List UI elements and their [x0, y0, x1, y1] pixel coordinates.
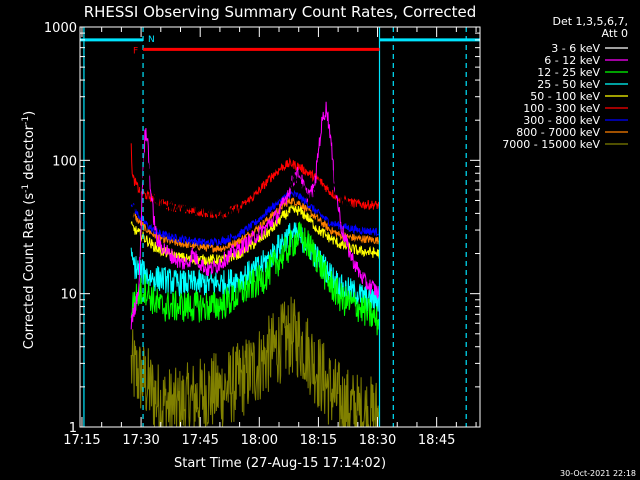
x-axis-label: Start Time (27-Aug-15 17:14:02) — [174, 456, 386, 471]
series-line-3 — [130, 221, 380, 427]
x-tick-label: 17:30 — [122, 433, 159, 448]
axes — [79, 26, 481, 428]
y-axis-ticks: 1 10 100 1000 — [44, 21, 480, 436]
x-tick-label: 17:15 — [63, 433, 100, 448]
y-axis-label-part1: Corrected Count Rate (s — [22, 193, 37, 350]
series-layer — [130, 101, 380, 427]
series-line-9 — [130, 296, 380, 427]
y-tick-label: 10 — [60, 288, 77, 303]
legend-label: 300 - 800 keV — [523, 114, 600, 127]
x-tick-label: 17:45 — [181, 433, 218, 448]
y-tick-label: 1 — [69, 421, 77, 436]
legend-label: 25 - 50 keV — [537, 78, 600, 91]
y-axis-label: Corrected Count Rate (s-1 detector-1) — [21, 111, 37, 349]
legend-label: 50 - 100 keV — [530, 90, 600, 103]
legend-header-line2: Att 0 — [602, 27, 628, 40]
legend-label: 12 - 25 keV — [537, 66, 600, 79]
y-axis-label-part2: detector — [22, 124, 37, 184]
y-axis-label-exp1: -1 — [21, 184, 31, 193]
x-axis-ticks: 17:15 17:30 17:45 18:00 18:15 18:30 18:45 — [63, 27, 477, 448]
legend-header-line1: Det 1,3,5,6,7, — [552, 15, 628, 28]
series-line-7 — [130, 189, 380, 427]
legend-label: 6 - 12 keV — [544, 54, 600, 67]
legend-label: 800 - 7000 keV — [516, 126, 600, 139]
plot-area: NF — [80, 27, 480, 427]
legend-label: 7000 - 15000 keV — [502, 138, 600, 151]
timestamp: 30-Oct-2021 22:18 — [560, 469, 636, 478]
y-tick-label: 100 — [52, 154, 77, 169]
legend-label: 3 - 6 keV — [551, 42, 600, 55]
chart-title: RHESSI Observing Summary Count Rates, Co… — [84, 3, 477, 21]
series-line-2 — [130, 101, 380, 427]
marker-layer: NF — [80, 27, 480, 427]
flag-label-n: N — [148, 35, 155, 45]
y-axis-label-part3: ) — [22, 111, 37, 116]
x-tick-label: 18:15 — [300, 433, 337, 448]
plot-frame — [79, 26, 481, 428]
y-tick-label: 1000 — [44, 21, 77, 36]
series-line-5 — [130, 204, 380, 427]
legend-label: 100 - 300 keV — [523, 102, 600, 115]
series-line-1 — [130, 141, 380, 427]
y-axis-label-exp2: -1 — [21, 116, 31, 125]
flag-label-f: F — [133, 46, 138, 56]
x-tick-label: 18:00 — [241, 433, 278, 448]
x-tick-label: 18:30 — [359, 433, 396, 448]
series-line-8 — [130, 197, 380, 427]
x-tick-label: 18:45 — [418, 433, 455, 448]
